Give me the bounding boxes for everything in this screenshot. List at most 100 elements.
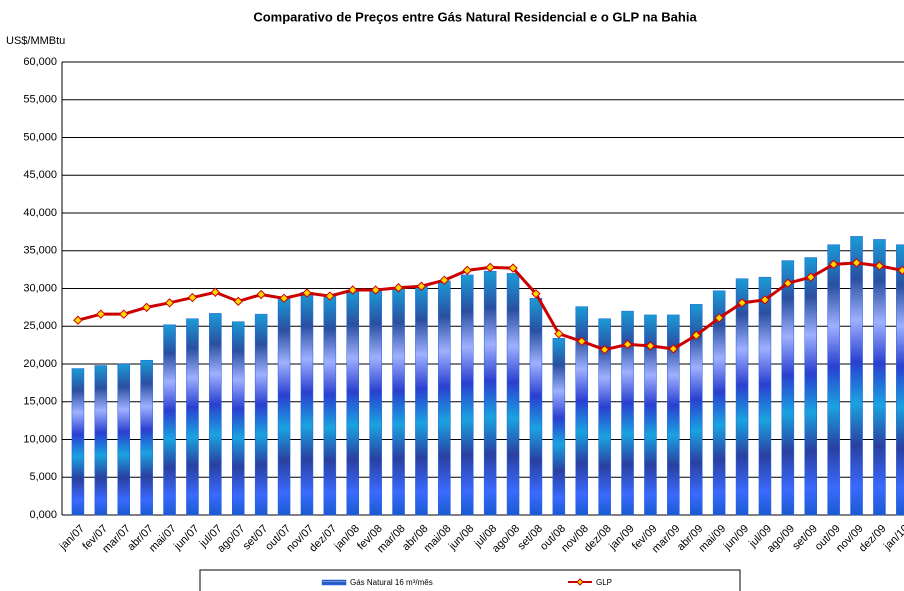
bar bbox=[254, 313, 268, 516]
marker bbox=[577, 336, 587, 347]
marker bbox=[302, 288, 312, 298]
marker bbox=[256, 289, 266, 300]
marker bbox=[462, 265, 472, 276]
bar bbox=[827, 244, 840, 516]
marker bbox=[96, 309, 106, 319]
bar bbox=[346, 290, 359, 516]
y-tick-label: 50,000 bbox=[23, 131, 57, 143]
y-tick-label: 0,000 bbox=[29, 509, 57, 521]
marker bbox=[141, 302, 152, 313]
bar bbox=[598, 318, 611, 516]
bar bbox=[552, 338, 566, 516]
bar bbox=[415, 285, 428, 516]
bar bbox=[575, 306, 588, 516]
y-axis-label: US$/MMBtu bbox=[6, 35, 65, 47]
x-tick-label: jan/07 bbox=[57, 523, 87, 553]
y-tick-label: 55,000 bbox=[23, 94, 57, 106]
marker bbox=[416, 281, 427, 291]
legend-swatch bbox=[576, 578, 584, 586]
legend-box bbox=[199, 569, 741, 591]
x-tick-label: jun/09 bbox=[721, 523, 751, 553]
marker bbox=[348, 285, 358, 295]
bar bbox=[735, 278, 749, 516]
x-tick-label: jan/09 bbox=[606, 523, 636, 553]
bar bbox=[690, 304, 703, 516]
marker bbox=[210, 287, 221, 297]
y-tick-label: 30,000 bbox=[23, 282, 57, 294]
bar bbox=[277, 297, 291, 516]
bar bbox=[483, 270, 497, 516]
bar bbox=[644, 314, 657, 516]
y-tick-label: 20,000 bbox=[23, 358, 57, 370]
x-tick-label: jun/07 bbox=[171, 523, 201, 553]
marker bbox=[393, 283, 404, 293]
marker bbox=[897, 265, 904, 276]
x-tick-label: jun/08 bbox=[446, 523, 476, 553]
marker bbox=[508, 263, 518, 273]
marker bbox=[714, 313, 724, 323]
bar bbox=[117, 363, 130, 516]
marker bbox=[874, 261, 885, 271]
chart-title: Comparativo de Preços entre Gás Natural … bbox=[253, 9, 697, 24]
bar bbox=[804, 257, 817, 516]
bar bbox=[209, 313, 222, 516]
bar bbox=[850, 236, 863, 516]
bar bbox=[300, 292, 314, 516]
marker bbox=[164, 298, 175, 308]
bar bbox=[667, 314, 680, 516]
marker bbox=[325, 291, 335, 301]
marker bbox=[485, 262, 495, 273]
bar bbox=[461, 274, 474, 516]
marker bbox=[233, 296, 243, 307]
bar bbox=[94, 365, 108, 516]
y-tick-label: 60,000 bbox=[23, 56, 57, 68]
marker bbox=[279, 293, 289, 304]
bar bbox=[323, 295, 337, 516]
legend-swatch bbox=[321, 579, 347, 586]
y-tick-label: 45,000 bbox=[23, 169, 57, 181]
bar bbox=[392, 288, 405, 516]
marker bbox=[622, 339, 633, 350]
bar bbox=[873, 239, 886, 516]
marker bbox=[554, 329, 564, 339]
bar bbox=[896, 244, 904, 516]
marker bbox=[531, 289, 541, 299]
marker bbox=[645, 341, 656, 351]
bar bbox=[163, 324, 176, 516]
marker bbox=[737, 298, 747, 308]
marker bbox=[806, 272, 816, 282]
marker bbox=[668, 344, 679, 354]
marker bbox=[439, 275, 450, 285]
marker bbox=[599, 344, 610, 355]
x-tick-label: jan/08 bbox=[332, 523, 362, 553]
bar bbox=[438, 280, 451, 516]
marker bbox=[370, 285, 381, 295]
marker bbox=[760, 295, 770, 305]
marker bbox=[187, 292, 198, 303]
y-tick-label: 25,000 bbox=[23, 320, 57, 332]
bar bbox=[712, 290, 726, 516]
y-tick-label: 5,000 bbox=[29, 471, 57, 483]
marker bbox=[851, 258, 862, 268]
bar bbox=[140, 359, 153, 516]
bar bbox=[781, 260, 795, 516]
bar bbox=[506, 273, 520, 516]
marker bbox=[691, 330, 701, 341]
bar bbox=[186, 318, 199, 516]
legend-label: Gás Natural 16 m³/mês bbox=[350, 578, 433, 587]
marker bbox=[783, 278, 793, 288]
bar bbox=[758, 276, 772, 516]
bar bbox=[369, 289, 382, 516]
y-tick-label: 15,000 bbox=[23, 396, 57, 408]
marker bbox=[73, 315, 83, 325]
marker bbox=[119, 309, 129, 319]
bar bbox=[71, 368, 85, 516]
y-tick-label: 10,000 bbox=[23, 433, 57, 445]
legend-label: GLP bbox=[596, 578, 612, 587]
y-tick-label: 40,000 bbox=[23, 207, 57, 219]
bar bbox=[621, 310, 634, 516]
bar bbox=[529, 298, 543, 516]
marker bbox=[828, 259, 839, 270]
